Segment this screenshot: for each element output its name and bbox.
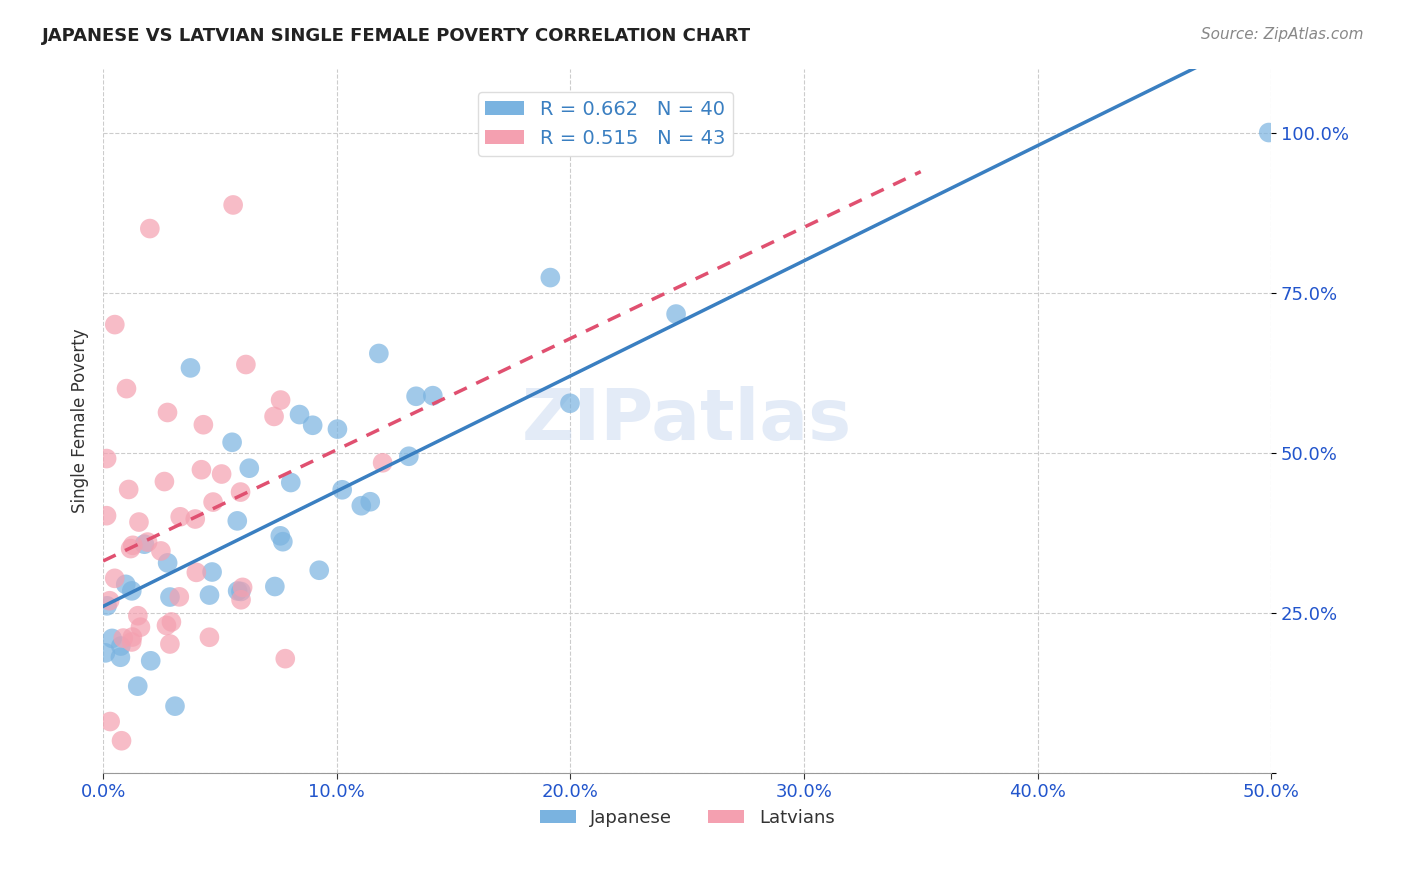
Japanese bbox=[330, 483, 353, 497]
Latvians bbox=[96, 451, 118, 466]
Latvians bbox=[193, 417, 215, 432]
Japanese bbox=[121, 583, 143, 598]
Latvians bbox=[184, 512, 207, 526]
Japanese bbox=[271, 534, 294, 549]
Latvians bbox=[149, 544, 172, 558]
Japanese bbox=[110, 650, 132, 665]
Japanese bbox=[159, 590, 181, 604]
Latvians bbox=[156, 405, 179, 419]
Text: Source: ZipAtlas.com: Source: ZipAtlas.com bbox=[1201, 27, 1364, 42]
Japanese bbox=[198, 588, 221, 602]
Latvians bbox=[159, 637, 181, 651]
Japanese bbox=[201, 565, 224, 579]
Latvians bbox=[139, 221, 162, 235]
Japanese bbox=[422, 389, 444, 403]
Legend: Japanese, Latvians: Japanese, Latvians bbox=[533, 802, 842, 834]
Latvians bbox=[198, 630, 221, 644]
Japanese bbox=[367, 346, 389, 360]
Latvians bbox=[115, 382, 138, 396]
Japanese bbox=[359, 494, 381, 508]
Text: ZIPatlas: ZIPatlas bbox=[522, 386, 852, 455]
Latvians bbox=[232, 581, 254, 595]
Latvians bbox=[202, 495, 225, 509]
Latvians bbox=[112, 631, 135, 645]
Latvians bbox=[98, 714, 121, 729]
Latvians bbox=[121, 630, 143, 644]
Latvians bbox=[121, 538, 143, 552]
Latvians bbox=[96, 508, 118, 523]
Japanese bbox=[301, 418, 323, 433]
Japanese bbox=[101, 632, 124, 646]
Latvians bbox=[129, 620, 152, 634]
Text: JAPANESE VS LATVIAN SINGLE FEMALE POVERTY CORRELATION CHART: JAPANESE VS LATVIAN SINGLE FEMALE POVERT… bbox=[42, 27, 751, 45]
Latvians bbox=[274, 651, 297, 665]
Japanese bbox=[558, 396, 581, 410]
Japanese bbox=[538, 270, 561, 285]
Latvians bbox=[371, 456, 394, 470]
Japanese bbox=[229, 584, 252, 599]
Latvians bbox=[155, 618, 177, 632]
Latvians bbox=[160, 615, 183, 629]
Japanese bbox=[226, 584, 249, 599]
Latvians bbox=[121, 635, 143, 649]
Japanese bbox=[134, 537, 156, 551]
Latvians bbox=[211, 467, 233, 481]
Japanese bbox=[280, 475, 302, 490]
Japanese bbox=[110, 639, 132, 653]
Japanese bbox=[96, 599, 118, 613]
Japanese bbox=[288, 408, 311, 422]
Japanese bbox=[405, 389, 427, 403]
Japanese bbox=[156, 556, 179, 570]
Latvians bbox=[127, 608, 149, 623]
Latvians bbox=[104, 571, 127, 585]
Japanese bbox=[163, 699, 186, 714]
Latvians bbox=[136, 535, 159, 549]
Japanese bbox=[350, 499, 373, 513]
Japanese bbox=[94, 646, 117, 660]
Japanese bbox=[238, 461, 260, 475]
Latvians bbox=[128, 515, 150, 529]
Latvians bbox=[169, 509, 191, 524]
Latvians bbox=[118, 483, 141, 497]
Japanese bbox=[308, 563, 330, 577]
Latvians bbox=[222, 198, 245, 212]
Latvians bbox=[186, 566, 208, 580]
Japanese bbox=[127, 679, 149, 693]
Latvians bbox=[169, 590, 191, 604]
Latvians bbox=[120, 541, 142, 556]
Latvians bbox=[110, 733, 132, 747]
Latvians bbox=[270, 392, 292, 407]
Latvians bbox=[98, 593, 121, 607]
Latvians bbox=[229, 485, 252, 500]
Latvians bbox=[263, 409, 285, 424]
Japanese bbox=[665, 307, 688, 321]
Japanese bbox=[139, 654, 162, 668]
Japanese bbox=[226, 514, 249, 528]
Japanese bbox=[398, 449, 420, 463]
Latvians bbox=[229, 592, 252, 607]
Latvians bbox=[235, 358, 257, 372]
Latvians bbox=[190, 463, 212, 477]
Latvians bbox=[104, 318, 127, 332]
Japanese bbox=[221, 435, 243, 450]
Y-axis label: Single Female Poverty: Single Female Poverty bbox=[72, 328, 89, 513]
Japanese bbox=[326, 422, 349, 436]
Japanese bbox=[114, 577, 136, 591]
Japanese bbox=[1257, 126, 1279, 140]
Japanese bbox=[263, 580, 285, 594]
Japanese bbox=[269, 529, 291, 543]
Japanese bbox=[179, 360, 201, 375]
Latvians bbox=[153, 475, 176, 489]
